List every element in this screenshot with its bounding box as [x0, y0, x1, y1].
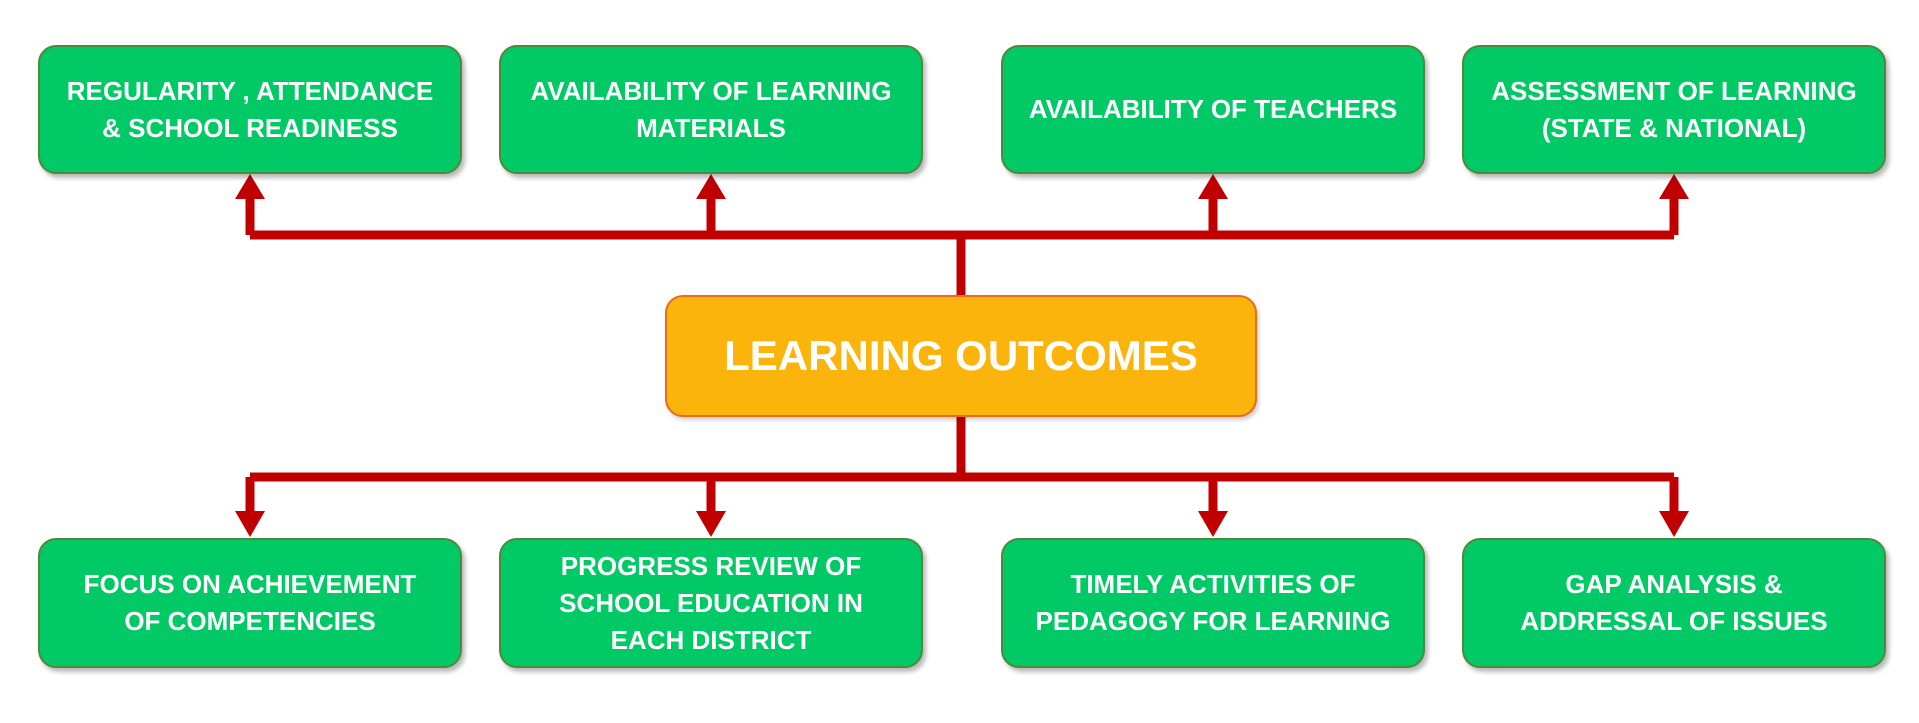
box-learning-materials: AVAILABILITY OF LEARNING MATERIALS — [499, 45, 923, 174]
box-label: PROGRESS REVIEW OF SCHOOL EDUCATION IN E… — [559, 550, 863, 655]
box-label: ASSESSMENT OF LEARNING (STATE & NATIONAL… — [1491, 75, 1857, 143]
arrowhead-up-3 — [1198, 174, 1228, 199]
box-assessment-learning: ASSESSMENT OF LEARNING (STATE & NATIONAL… — [1462, 45, 1886, 174]
arrowhead-down-1 — [235, 511, 265, 537]
box-label: AVAILABILITY OF LEARNING MATERIALS — [530, 75, 892, 143]
arrowhead-up-2 — [696, 174, 726, 199]
box-label: GAP ANALYSIS & ADDRESSAL OF ISSUES — [1520, 569, 1828, 636]
arrowhead-down-3 — [1198, 511, 1228, 537]
arrowhead-down-4 — [1659, 511, 1689, 537]
box-focus-competencies: FOCUS ON ACHIEVEMENT OF COMPETENCIES — [38, 538, 462, 668]
arrowhead-up-4 — [1659, 174, 1689, 199]
box-progress-review: PROGRESS REVIEW OF SCHOOL EDUCATION IN E… — [499, 538, 923, 668]
box-availability-teachers: AVAILABILITY OF TEACHERS — [1001, 45, 1425, 174]
box-label: REGULARITY , ATTENDANCE & SCHOOL READINE… — [66, 75, 434, 143]
box-timely-activities: TIMELY ACTIVITIES OF PEDAGOGY FOR LEARNI… — [1001, 538, 1425, 668]
arrowhead-down-2 — [696, 511, 726, 537]
box-gap-analysis: GAP ANALYSIS & ADDRESSAL OF ISSUES — [1462, 538, 1886, 668]
center-learning-outcomes: LEARNING OUTCOMES — [665, 295, 1257, 417]
box-label: AVAILABILITY OF TEACHERS — [1028, 94, 1398, 124]
arrowhead-up-1 — [235, 174, 265, 199]
center-label: LEARNING OUTCOMES — [724, 332, 1198, 379]
box-label: FOCUS ON ACHIEVEMENT OF COMPETENCIES — [83, 569, 417, 636]
box-regularity-attendance: REGULARITY , ATTENDANCE & SCHOOL READINE… — [38, 45, 462, 174]
box-label: TIMELY ACTIVITIES OF PEDAGOGY FOR LEARNI… — [1035, 569, 1391, 636]
